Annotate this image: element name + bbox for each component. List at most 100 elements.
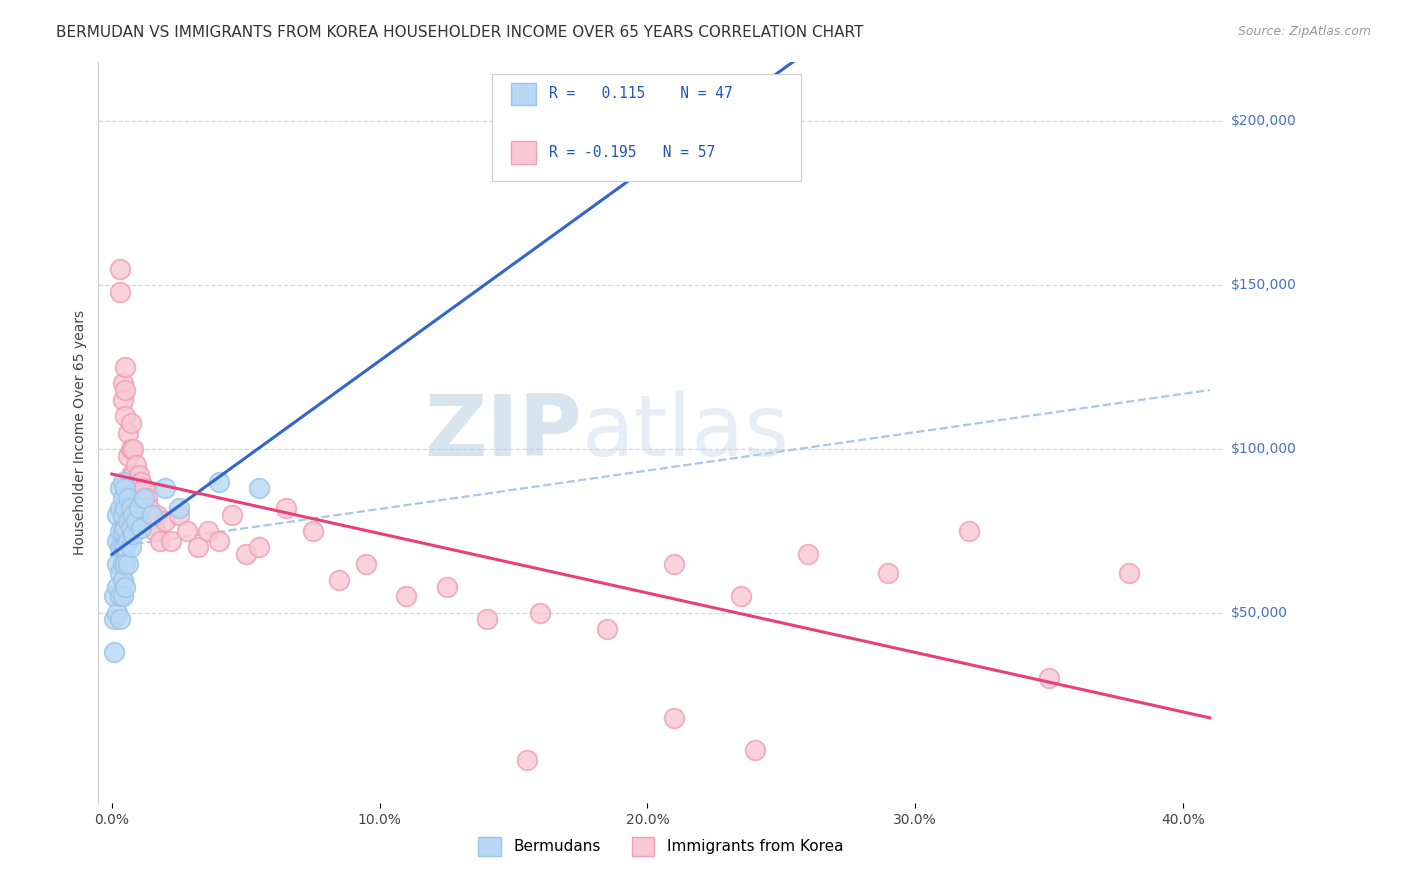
Point [105, 533, 128, 548]
Point [328, 573, 350, 587]
Point [186, 541, 208, 555]
Point [221, 508, 243, 522]
Text: $50,000: $50,000 [1232, 606, 1288, 620]
Point [129, 521, 152, 535]
Point [301, 524, 323, 538]
Point [159, 533, 181, 548]
Point [132, 491, 155, 505]
Point [117, 533, 139, 548]
Point [596, 622, 619, 636]
Point [117, 491, 139, 505]
Point [132, 481, 155, 495]
Point [105, 580, 128, 594]
Point [114, 557, 136, 571]
Point [120, 416, 142, 430]
Point [516, 753, 538, 767]
Point [395, 590, 418, 604]
Point [111, 541, 134, 555]
Point [129, 475, 152, 489]
Point [664, 711, 686, 725]
Point [108, 481, 131, 495]
Point [108, 541, 131, 555]
Point [114, 360, 136, 375]
Point [108, 524, 131, 538]
Point [111, 524, 134, 538]
Point [1038, 671, 1060, 685]
Point [125, 458, 148, 473]
Point [957, 524, 980, 538]
Point [108, 612, 131, 626]
Point [797, 547, 820, 561]
Point [114, 541, 136, 555]
Point [111, 392, 134, 407]
Point [730, 590, 752, 604]
Legend: Bermudans, Immigrants from Korea: Bermudans, Immigrants from Korea [472, 831, 849, 862]
Point [108, 285, 131, 299]
Point [354, 557, 377, 571]
Point [744, 743, 766, 757]
Text: ZIP: ZIP [425, 391, 582, 475]
Point [141, 508, 163, 522]
FancyBboxPatch shape [512, 141, 536, 164]
Point [114, 481, 136, 495]
Y-axis label: Householder Income Over 65 years: Householder Income Over 65 years [73, 310, 87, 555]
Text: R = -0.195   N = 57: R = -0.195 N = 57 [550, 145, 716, 160]
Point [114, 521, 136, 535]
Point [114, 409, 136, 424]
Point [141, 508, 163, 522]
Point [128, 491, 150, 505]
Point [529, 606, 551, 620]
Point [1118, 566, 1140, 581]
Point [125, 514, 148, 528]
Point [208, 475, 231, 489]
FancyBboxPatch shape [512, 83, 536, 105]
Point [111, 475, 134, 489]
Point [149, 533, 172, 548]
Point [122, 442, 145, 456]
Point [135, 491, 157, 505]
Point [143, 524, 166, 538]
Point [108, 566, 131, 581]
Point [111, 590, 134, 604]
Point [111, 491, 134, 505]
Text: Source: ZipAtlas.com: Source: ZipAtlas.com [1237, 25, 1371, 38]
Point [120, 521, 142, 535]
Point [114, 383, 136, 397]
Point [247, 481, 270, 495]
Point [436, 580, 458, 594]
Point [103, 590, 125, 604]
Point [274, 500, 297, 515]
Point [155, 514, 177, 528]
Point [122, 468, 145, 483]
Point [176, 524, 198, 538]
Point [111, 557, 134, 571]
Text: R =   0.115    N = 47: R = 0.115 N = 47 [550, 87, 733, 102]
Point [235, 547, 257, 561]
Point [664, 557, 686, 571]
Text: $150,000: $150,000 [1232, 278, 1298, 293]
Point [120, 541, 142, 555]
Point [114, 580, 136, 594]
Point [117, 557, 139, 571]
Point [105, 557, 128, 571]
Point [108, 590, 131, 604]
Point [155, 481, 177, 495]
Point [111, 573, 134, 587]
Point [103, 612, 125, 626]
Point [197, 524, 219, 538]
Point [475, 612, 498, 626]
Point [120, 500, 142, 515]
Point [108, 500, 131, 515]
Point [128, 500, 150, 515]
Point [114, 500, 136, 515]
Point [117, 425, 139, 440]
Point [125, 481, 148, 495]
Point [111, 508, 134, 522]
Point [128, 468, 150, 483]
Point [167, 508, 190, 522]
Point [105, 606, 128, 620]
Text: $100,000: $100,000 [1232, 442, 1298, 456]
Text: atlas: atlas [582, 391, 790, 475]
Point [877, 566, 900, 581]
Point [247, 541, 270, 555]
